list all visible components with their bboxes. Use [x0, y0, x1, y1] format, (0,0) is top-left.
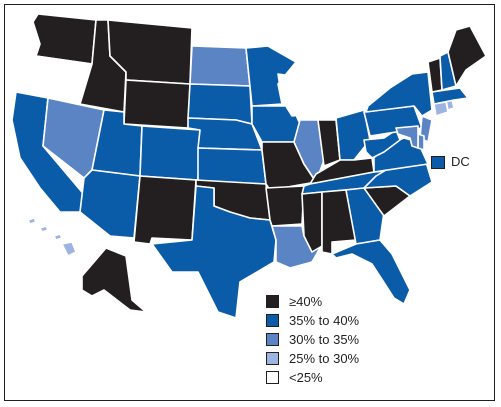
legend-label: 25% to 30%	[289, 351, 360, 366]
state-ak	[81, 247, 147, 313]
legend-item: ≥40%	[266, 292, 359, 311]
legend-swatch	[266, 333, 279, 346]
state-la	[271, 225, 321, 269]
state-md	[395, 125, 419, 149]
legend-swatch	[266, 314, 279, 327]
state-nc	[363, 161, 433, 197]
legend-item: 35% to 40%	[266, 311, 359, 330]
state-az	[79, 169, 141, 239]
state-co	[139, 125, 201, 181]
state-nm	[133, 175, 197, 245]
state-me	[447, 25, 487, 87]
legend-item: 30% to 35%	[266, 330, 359, 349]
state-ar	[265, 185, 305, 227]
state-hi	[27, 217, 77, 257]
state-nd	[189, 45, 251, 87]
legend-label: <25%	[289, 370, 323, 385]
legend-item: <25%	[266, 368, 359, 387]
legend-swatch	[266, 295, 279, 308]
state-ms	[301, 191, 323, 253]
state-tx	[151, 185, 277, 319]
state-ma	[431, 87, 469, 105]
legend: ≥40% 35% to 40% 30% to 35% 25% to 30% <2…	[266, 292, 359, 387]
legend-label: 30% to 35%	[289, 332, 360, 347]
state-ks	[197, 147, 267, 185]
dc-swatch	[431, 156, 445, 169]
legend-swatch	[266, 371, 279, 384]
legend-label: 35% to 40%	[289, 313, 360, 328]
state-wy	[123, 79, 191, 129]
state-oh	[335, 109, 371, 161]
state-fl	[331, 239, 411, 305]
legend-swatch	[266, 352, 279, 365]
state-de	[417, 133, 425, 151]
state-ny	[365, 71, 433, 117]
legend-label: ≥40%	[289, 294, 323, 309]
legend-item: 25% to 30%	[266, 349, 359, 368]
state-wv	[363, 129, 401, 159]
dc-label: DC	[451, 154, 470, 169]
